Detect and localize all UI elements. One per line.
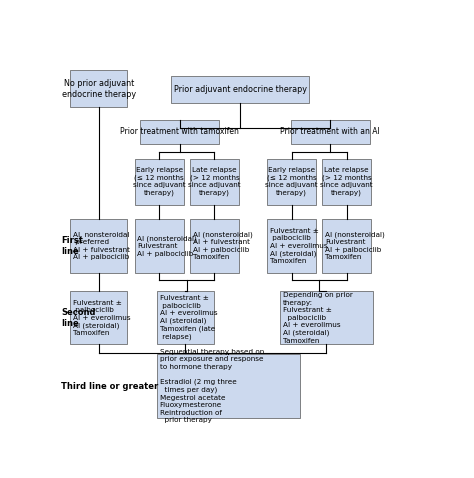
FancyBboxPatch shape bbox=[322, 219, 372, 272]
FancyBboxPatch shape bbox=[135, 219, 184, 272]
Text: Early relapse
(≤ 12 months
since adjuvant
therapy): Early relapse (≤ 12 months since adjuvan… bbox=[265, 167, 318, 196]
FancyBboxPatch shape bbox=[291, 120, 370, 144]
Text: AI (nonsteroidal)
AI + fulvestrant
AI + palbociclib
Tamoxifen: AI (nonsteroidal) AI + fulvestrant AI + … bbox=[192, 231, 252, 261]
Text: Late relapse
(> 12 months
since adjuvant
therapy): Late relapse (> 12 months since adjuvant… bbox=[188, 167, 241, 196]
Text: Fulvestrant ±
 palbociclib
AI + everolimus
AI (steroidal)
Tamoxifen: Fulvestrant ± palbociclib AI + everolimu… bbox=[270, 228, 328, 264]
FancyBboxPatch shape bbox=[190, 159, 239, 205]
FancyBboxPatch shape bbox=[267, 159, 316, 205]
Text: Prior treatment with an AI: Prior treatment with an AI bbox=[280, 128, 380, 136]
Text: Depending on prior
therapy:
Fulvestrant ±
  palbociclib
AI + everolimus
AI (ster: Depending on prior therapy: Fulvestrant … bbox=[283, 292, 353, 344]
FancyBboxPatch shape bbox=[156, 291, 213, 345]
FancyBboxPatch shape bbox=[70, 70, 127, 107]
Text: Late relapse
(> 12 months
since adjuvant
therapy): Late relapse (> 12 months since adjuvant… bbox=[320, 167, 373, 196]
Text: Third line or greater: Third line or greater bbox=[61, 381, 158, 391]
FancyBboxPatch shape bbox=[135, 159, 184, 205]
Text: First
line: First line bbox=[61, 237, 83, 256]
FancyBboxPatch shape bbox=[156, 354, 300, 418]
FancyBboxPatch shape bbox=[322, 159, 372, 205]
FancyBboxPatch shape bbox=[70, 219, 127, 272]
Text: Sequential therapy based on
prior exposure and response
to hormone therapy

Estr: Sequential therapy based on prior exposu… bbox=[160, 348, 264, 423]
FancyBboxPatch shape bbox=[280, 291, 374, 345]
FancyBboxPatch shape bbox=[267, 219, 316, 272]
Text: No prior adjuvant
endocrine therapy: No prior adjuvant endocrine therapy bbox=[62, 78, 136, 98]
Text: Early relapse
(≤ 12 months
since adjuvant
therapy): Early relapse (≤ 12 months since adjuvan… bbox=[133, 167, 186, 196]
Text: Fulvestrant ±
 palbociclib
AI + everolimus
AI (steroidal)
Tamoxifen: Fulvestrant ± palbociclib AI + everolimu… bbox=[73, 300, 131, 336]
Text: AI (nonsteroidal)
Fulvestrant
AI + palbociclib: AI (nonsteroidal) Fulvestrant AI + palbo… bbox=[137, 235, 197, 257]
FancyBboxPatch shape bbox=[70, 291, 127, 345]
Text: AI (nonsteroidal)
Fulvestrant
AI + palbociclib
Tamoxifen: AI (nonsteroidal) Fulvestrant AI + palbo… bbox=[325, 231, 384, 261]
FancyBboxPatch shape bbox=[171, 76, 309, 103]
FancyBboxPatch shape bbox=[140, 120, 219, 144]
Text: Prior treatment with tamoxifen: Prior treatment with tamoxifen bbox=[120, 128, 239, 136]
Text: Prior adjuvant endocrine therapy: Prior adjuvant endocrine therapy bbox=[173, 85, 307, 94]
Text: AI, nonsteroidal
 preferred
AI + fulvestrant
AI + palbociclib: AI, nonsteroidal preferred AI + fulvestr… bbox=[73, 232, 130, 260]
Text: Second
line: Second line bbox=[61, 308, 96, 327]
FancyBboxPatch shape bbox=[190, 219, 239, 272]
Text: Fulvestrant ±
 palbociclib
AI + everolimus
AI (steroidal)
Tamoxifen (late
 relap: Fulvestrant ± palbociclib AI + everolimu… bbox=[160, 295, 217, 340]
